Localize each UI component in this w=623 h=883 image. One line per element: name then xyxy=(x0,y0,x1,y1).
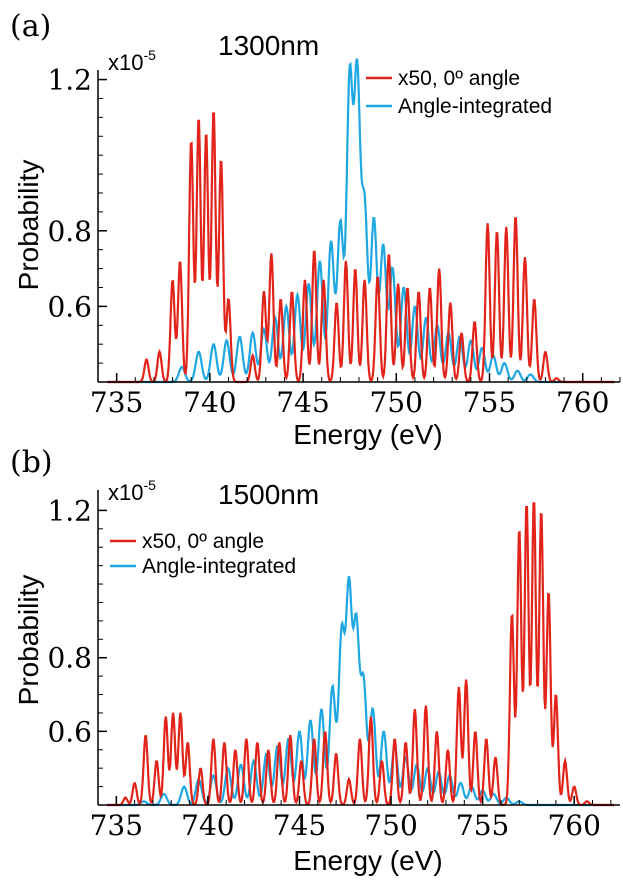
panel-b-xtick-label: 740 xyxy=(181,809,234,842)
panel-b: (b) 1500nm x10-5 Probability Energy (eV)… xyxy=(10,445,620,876)
panel-a-ytick-label: 0.8 xyxy=(47,215,92,248)
panel-a-legend: x50, 0º angle Angle-integrated xyxy=(366,67,552,118)
panel-a-xtick-label: 750 xyxy=(370,386,423,419)
panel-b-xtick-label: 735 xyxy=(90,809,143,842)
panel-a-xtick-label: 740 xyxy=(183,386,236,419)
panel-a-label: (a) xyxy=(10,9,51,44)
panel-a-ylabel: Probability xyxy=(13,160,44,291)
panel-a-title: 1300nm xyxy=(218,30,319,61)
panel-b-legend-red-label: x50, 0º angle xyxy=(142,530,264,553)
panel-b-xtick-label: 760 xyxy=(547,809,600,842)
panel-b-xtick-label: 750 xyxy=(364,809,417,842)
panel-b-legend: x50, 0º angle Angle-integrated xyxy=(110,530,296,578)
panel-a-ytick-label: 1.2 xyxy=(47,64,92,97)
panel-a-xtick-label: 745 xyxy=(276,386,329,419)
panel-b-multiplier: x10-5 xyxy=(108,477,156,505)
panel-a-x50-line xyxy=(107,112,615,384)
panel-b-legend-blue-label: Angle-integrated xyxy=(142,555,296,578)
panel-b-ylabel: Probability xyxy=(13,575,44,706)
panel-a-legend-red-label: x50, 0º angle xyxy=(398,67,520,90)
panel-b-ytick-label: 0.6 xyxy=(47,715,92,748)
panel-b-ytick-label: 0.8 xyxy=(47,642,92,675)
panel-b-title: 1500nm xyxy=(218,479,319,510)
panel-b-xlabel: Energy (eV) xyxy=(293,845,442,876)
panel-a-plot-area xyxy=(107,58,615,384)
panel-a-xlabel: Energy (eV) xyxy=(293,419,442,450)
panel-b-label: (b) xyxy=(10,445,53,480)
panel-a-ytick-label: 0.6 xyxy=(47,290,92,323)
panel-b-ytick-label: 1.2 xyxy=(47,494,92,527)
panel-b-x50-line xyxy=(107,502,615,807)
panel-a-multiplier: x10-5 xyxy=(108,47,156,75)
panel-a-angle-integrated-line xyxy=(107,58,615,384)
panel-b-xtick-label: 755 xyxy=(456,809,509,842)
panel-a-legend-blue-label: Angle-integrated xyxy=(398,95,552,118)
panel-b-xtick-label: 745 xyxy=(273,809,326,842)
panel-a-xtick-label: 735 xyxy=(90,386,143,419)
panel-a-xtick-label: 755 xyxy=(463,386,516,419)
panel-a: (a) 1300nm x10-5 Probability Energy (eV)… xyxy=(10,9,621,450)
panel-a-xtick-label: 760 xyxy=(556,386,609,419)
